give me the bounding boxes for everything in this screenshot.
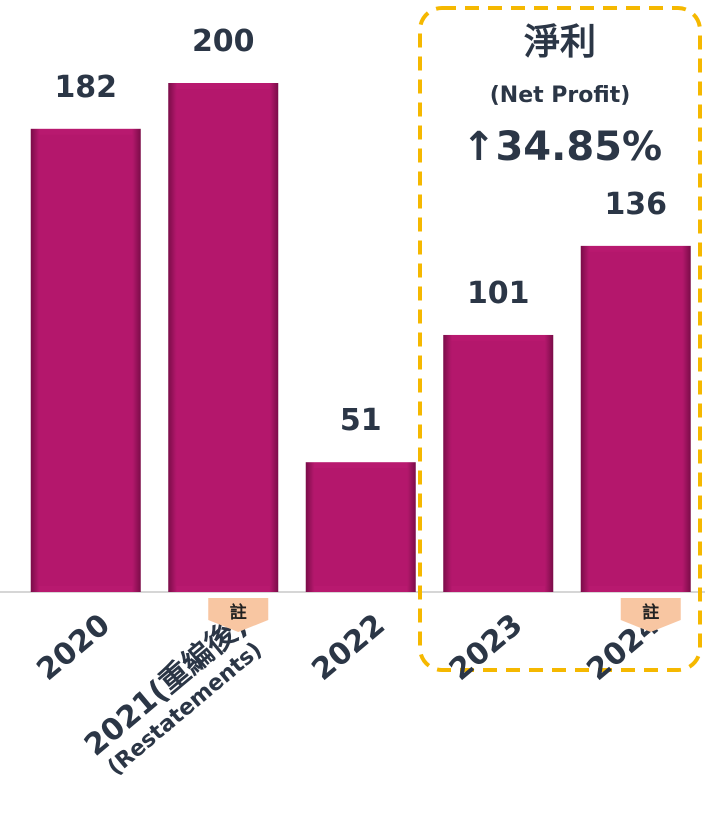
annotation-title: 淨利 [524,22,596,63]
x-tick-label: 2023 [443,607,529,687]
bar-face [588,251,683,586]
value-label: 51 [340,403,382,438]
note-badge [208,598,269,632]
annotation-subtitle: (Net Profit) [490,83,631,108]
value-label: 101 [467,276,530,311]
x-tick-label: 2020 [30,607,116,687]
bar-face [38,134,133,586]
value-label: 136 [604,187,667,222]
note-label: 註 [230,602,247,623]
note-label: 註 [642,602,659,623]
x-tick-label: 2022 [305,607,391,687]
bar-face [313,468,408,586]
annotation-growth: ↑34.85% [462,124,662,170]
bar-face [176,89,271,586]
value-label: 200 [192,24,255,59]
note-badge [620,598,681,632]
bar-face [451,340,546,586]
value-label: 182 [54,70,117,105]
highlight-box [418,6,702,672]
